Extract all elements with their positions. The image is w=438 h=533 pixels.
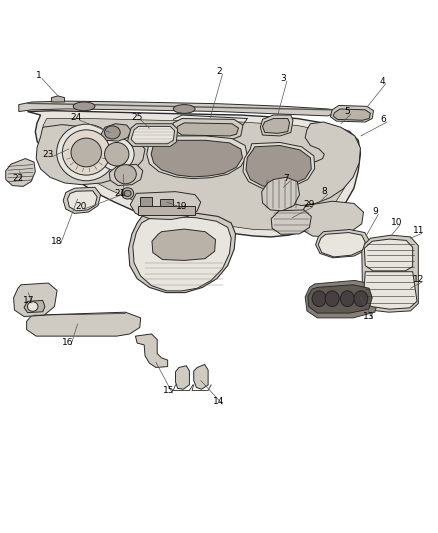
Text: 6: 6 <box>381 115 386 124</box>
Ellipse shape <box>71 138 102 167</box>
Polygon shape <box>333 109 371 120</box>
Polygon shape <box>147 136 247 179</box>
Polygon shape <box>43 118 352 230</box>
Text: 22: 22 <box>12 174 24 183</box>
Polygon shape <box>131 126 175 144</box>
Polygon shape <box>14 283 57 317</box>
Ellipse shape <box>325 291 339 306</box>
Ellipse shape <box>73 102 95 111</box>
Polygon shape <box>67 191 97 211</box>
Polygon shape <box>364 272 417 309</box>
Polygon shape <box>6 158 35 187</box>
Polygon shape <box>261 177 300 211</box>
Polygon shape <box>27 312 141 336</box>
Text: 19: 19 <box>176 202 188 211</box>
Text: 20: 20 <box>75 202 86 211</box>
Polygon shape <box>176 366 189 389</box>
Text: 18: 18 <box>51 237 63 246</box>
Ellipse shape <box>312 291 326 306</box>
Polygon shape <box>364 239 413 271</box>
Polygon shape <box>133 216 231 291</box>
Text: 16: 16 <box>62 338 73 347</box>
Polygon shape <box>28 111 360 237</box>
Text: 7: 7 <box>283 174 290 183</box>
Polygon shape <box>262 118 290 133</box>
Bar <box>140 197 152 206</box>
Text: 21: 21 <box>114 189 125 198</box>
Text: 29: 29 <box>303 200 314 209</box>
Text: 8: 8 <box>321 187 327 196</box>
Polygon shape <box>51 96 64 102</box>
Text: 25: 25 <box>131 112 143 122</box>
Polygon shape <box>308 285 372 313</box>
Polygon shape <box>246 146 311 187</box>
Ellipse shape <box>62 130 110 175</box>
Text: 10: 10 <box>391 217 403 227</box>
Polygon shape <box>101 124 131 141</box>
Text: 9: 9 <box>372 207 378 216</box>
Text: 5: 5 <box>345 107 350 116</box>
Text: 23: 23 <box>43 150 54 159</box>
Polygon shape <box>271 210 311 235</box>
Ellipse shape <box>105 126 120 139</box>
Ellipse shape <box>105 142 129 166</box>
Polygon shape <box>330 106 374 122</box>
Polygon shape <box>127 124 178 147</box>
Text: 15: 15 <box>163 386 175 395</box>
Polygon shape <box>243 142 315 189</box>
Polygon shape <box>194 365 208 389</box>
Polygon shape <box>36 125 145 184</box>
Text: 24: 24 <box>71 113 82 122</box>
Ellipse shape <box>124 190 131 197</box>
Text: 13: 13 <box>364 312 375 321</box>
Ellipse shape <box>354 291 368 306</box>
Text: 3: 3 <box>280 74 286 83</box>
Polygon shape <box>110 164 143 185</box>
Polygon shape <box>316 230 369 258</box>
Bar <box>138 206 195 215</box>
Polygon shape <box>63 187 101 213</box>
Polygon shape <box>128 212 236 293</box>
Text: 14: 14 <box>213 397 225 406</box>
Polygon shape <box>283 122 360 206</box>
Polygon shape <box>298 201 364 237</box>
Ellipse shape <box>57 124 116 181</box>
Text: 1: 1 <box>35 71 41 80</box>
Polygon shape <box>19 101 341 116</box>
Bar <box>160 199 173 206</box>
Polygon shape <box>24 301 45 313</box>
Ellipse shape <box>115 165 136 184</box>
Polygon shape <box>362 235 418 312</box>
Polygon shape <box>171 118 243 140</box>
Text: 4: 4 <box>379 77 385 86</box>
Polygon shape <box>152 229 215 261</box>
Ellipse shape <box>99 138 134 171</box>
Polygon shape <box>318 232 365 257</box>
Ellipse shape <box>28 302 38 311</box>
Ellipse shape <box>173 104 195 114</box>
Polygon shape <box>151 140 243 177</box>
Ellipse shape <box>340 291 354 306</box>
Polygon shape <box>176 123 239 136</box>
Polygon shape <box>130 192 201 220</box>
Polygon shape <box>305 280 379 318</box>
Text: 2: 2 <box>216 67 222 76</box>
Text: 11: 11 <box>413 227 424 235</box>
Text: 12: 12 <box>413 275 424 284</box>
Ellipse shape <box>121 188 134 199</box>
Text: 17: 17 <box>23 296 34 305</box>
Polygon shape <box>135 334 168 367</box>
Polygon shape <box>260 115 293 136</box>
